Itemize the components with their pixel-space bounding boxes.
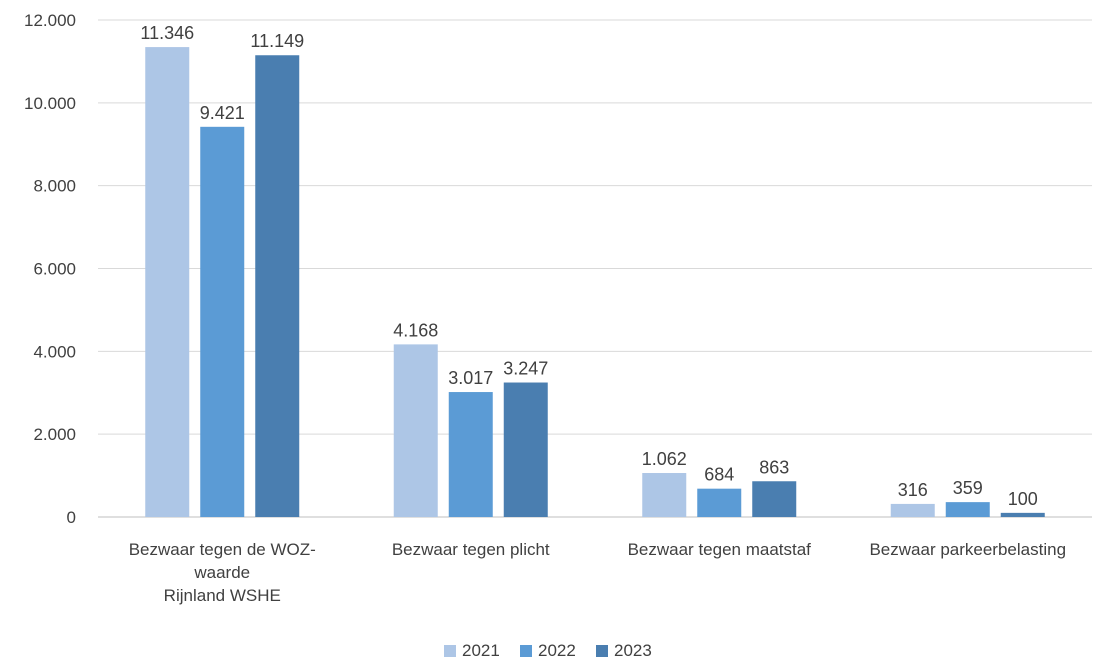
legend-item-2023: 2023 bbox=[596, 641, 652, 660]
gridlines bbox=[98, 19, 1092, 518]
bar-2023-category-4 bbox=[1000, 512, 1045, 517]
data-label: 1.062 bbox=[642, 449, 687, 469]
legend-swatch bbox=[444, 645, 456, 657]
bar-2023-category-3 bbox=[752, 481, 797, 517]
bar-2022-category-4 bbox=[945, 502, 990, 517]
bar-2022-category-2 bbox=[448, 392, 493, 517]
bar-2023-category-1 bbox=[255, 55, 300, 518]
data-label: 100 bbox=[1008, 489, 1038, 509]
legend-swatch bbox=[596, 645, 608, 657]
data-label: 684 bbox=[704, 465, 734, 485]
category-label: Bezwaar parkeerbelasting bbox=[869, 540, 1066, 559]
y-tick-label: 8.000 bbox=[33, 177, 76, 196]
category-label: Bezwaar tegen de WOZ-waarde Rijnland WSHE bbox=[129, 540, 316, 605]
data-label: 4.168 bbox=[393, 320, 438, 340]
data-labels: 11.346 9.421 11.149 4.168 3.017 3.247 1.062 684… bbox=[140, 23, 1037, 509]
y-tick-label: 10.000 bbox=[24, 94, 76, 113]
legend-swatch bbox=[520, 645, 532, 657]
y-axis-tick-labels: 0 2.000 4.000 6.000 8.000 10.000 12.000 bbox=[24, 11, 76, 527]
legend-item-2022: 2022 bbox=[520, 641, 576, 660]
data-label: 3.247 bbox=[503, 359, 548, 379]
bars bbox=[145, 47, 1045, 518]
legend: 2021 2022 2023 bbox=[444, 641, 652, 660]
y-tick-label: 0 bbox=[67, 508, 76, 527]
data-label: 3.017 bbox=[448, 368, 493, 388]
data-label: 863 bbox=[759, 457, 789, 477]
bar-2022-category-1 bbox=[200, 126, 245, 517]
data-label: 11.149 bbox=[250, 31, 304, 51]
legend-label: 2023 bbox=[614, 641, 652, 660]
data-label: 359 bbox=[953, 478, 983, 498]
legend-label: 2022 bbox=[538, 641, 576, 660]
data-label: 316 bbox=[898, 480, 928, 500]
bar-2021-category-2 bbox=[393, 344, 438, 517]
y-tick-label: 2.000 bbox=[33, 425, 76, 444]
bar-2023-category-2 bbox=[503, 382, 548, 517]
legend-item-2021: 2021 bbox=[444, 641, 500, 660]
category-label: Bezwaar tegen plicht bbox=[392, 540, 550, 559]
bar-2021-category-4 bbox=[890, 503, 935, 517]
bar-2021-category-1 bbox=[145, 47, 190, 518]
bar-2022-category-3 bbox=[697, 488, 742, 517]
data-label: 9.421 bbox=[200, 103, 245, 123]
x-axis-category-labels: Bezwaar tegen de WOZ-waarde Rijnland WSHE… bbox=[129, 540, 1066, 605]
y-tick-label: 12.000 bbox=[24, 11, 76, 30]
legend-label: 2021 bbox=[462, 641, 500, 660]
bar-2021-category-3 bbox=[642, 473, 687, 517]
y-tick-label: 4.000 bbox=[33, 342, 76, 361]
category-label: Bezwaar tegen maatstaf bbox=[628, 540, 812, 559]
y-tick-label: 6.000 bbox=[33, 260, 76, 279]
data-label: 11.346 bbox=[140, 23, 194, 43]
